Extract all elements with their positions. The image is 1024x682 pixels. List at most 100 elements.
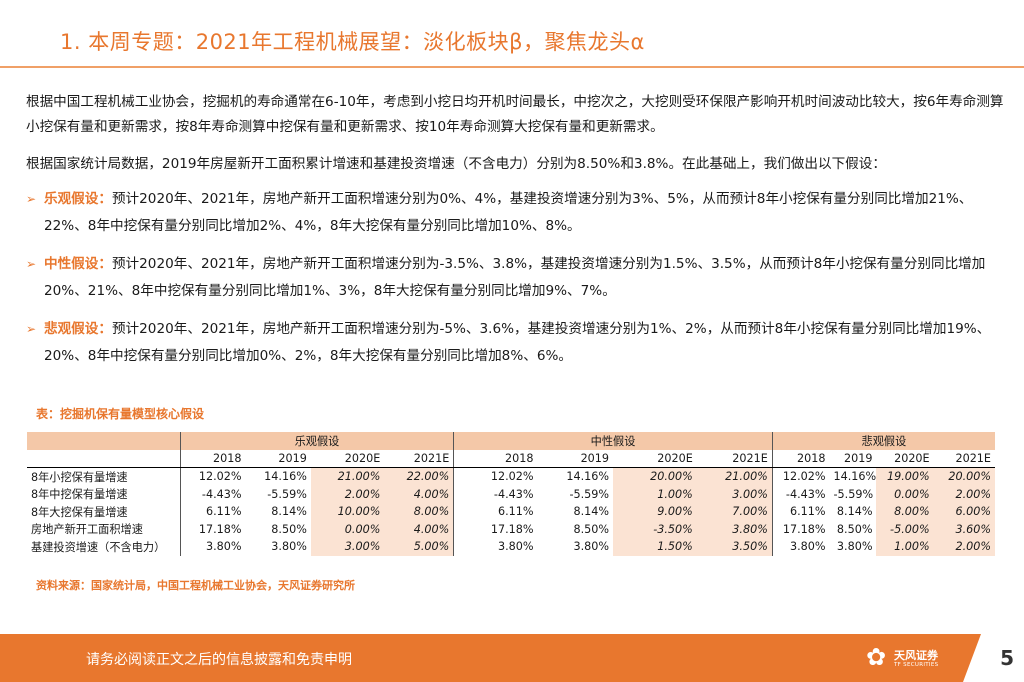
year-header: 2020E	[613, 449, 697, 468]
value-cell: 14.16%	[566, 470, 610, 484]
assumption-table: 乐观假设 中性假设 悲观假设 2018 2019 2020E 2021E 2018 201…	[27, 432, 995, 556]
company-logo: ✿ 天风证券 TF SECURITIES	[866, 641, 956, 675]
value-cell: -4.43%	[771, 485, 830, 503]
row-label: 8年大挖保有量增速	[31, 505, 128, 519]
year-header: 2018	[771, 449, 830, 468]
bullet-pessimistic: ➢ 悲观假设：预计2020年、2021年，房地产新开工面积增速分别为-5%、3.…	[26, 316, 1006, 370]
estimate-cell: 1.00%	[613, 485, 697, 503]
title-divider	[0, 66, 1024, 68]
estimate-cell: 0.00%	[310, 520, 385, 538]
value-cell: 17.18%	[179, 520, 246, 538]
table-row: 房地产新开工面积增速 17.18% 8.50% 0.00% 4.00% 17.18% 8.5…	[27, 520, 995, 538]
value-cell: 8.14%	[271, 505, 307, 519]
page-title: 1. 本周专题：2021年工程机械展望：淡化板块β，聚焦龙头α	[60, 30, 645, 54]
group-neutral: 中性假设	[453, 432, 773, 450]
table-row: 8年中挖保有量增速 -4.43% -5.59% 2.00% 4.00% -4.43% -5.…	[27, 485, 995, 503]
estimate-cell: 22.00%	[384, 467, 454, 486]
year-header: 2019	[829, 449, 877, 468]
estimate-cell: 20.00%	[613, 467, 697, 486]
value-cell: 3.80%	[573, 540, 610, 554]
year-header: 2020E	[310, 449, 385, 468]
value-cell: 8.50%	[573, 522, 610, 536]
estimate-cell: 20.00%	[933, 467, 995, 486]
year-header: 2020E	[876, 449, 934, 468]
estimate-cell: 21.00%	[310, 467, 385, 486]
value-cell: 14.16%	[833, 470, 877, 484]
value-cell: -5.59%	[267, 487, 307, 501]
header-blank	[27, 432, 181, 450]
page-corner	[963, 634, 981, 682]
row-label: 8年中挖保有量增速	[31, 488, 128, 502]
value-cell: 3.80%	[453, 538, 538, 556]
estimate-cell: 3.00%	[310, 538, 385, 556]
value-cell: 3.80%	[771, 538, 830, 556]
table-year-header: 2018 2019 2020E 2021E 2018 2019 2020E 2021E 2018…	[27, 449, 995, 468]
estimate-cell: 5.00%	[384, 538, 454, 556]
year-header: 2021E	[933, 449, 995, 468]
table-row: 8年大挖保有量增速 6.11% 8.14% 10.00% 8.00% 6.11% 8.14%…	[27, 503, 995, 521]
estimate-cell: 4.00%	[384, 485, 454, 503]
bullet-optimistic: ➢ 乐观假设：预计2020年、2021年，房地产新开工面积增速分别为0%、4%，…	[26, 186, 1006, 240]
estimate-cell: 3.60%	[933, 520, 995, 538]
value-cell: -5.59%	[833, 487, 874, 501]
value-cell: 8.50%	[836, 522, 873, 536]
bullet-neutral: ➢ 中性假设：预计2020年、2021年，房地产新开工面积增速分别为-3.5%、…	[26, 251, 1006, 305]
group-pessimistic: 悲观假设	[771, 432, 995, 450]
arrow-icon: ➢	[26, 322, 37, 336]
bullet-label: 中性假设：	[44, 256, 112, 272]
row-label: 房地产新开工面积增速	[31, 523, 143, 537]
estimate-cell: 3.00%	[696, 485, 773, 503]
value-cell: 8.14%	[836, 505, 873, 519]
table-group-header: 乐观假设 中性假设 悲观假设	[27, 432, 995, 450]
value-cell: 3.80%	[179, 538, 246, 556]
estimate-cell: 3.80%	[696, 520, 773, 538]
year-header: 2019	[537, 449, 614, 468]
page-number-box: 5	[963, 634, 1024, 682]
table-title: 表：挖掘机保有量模型核心假设	[36, 407, 205, 421]
estimate-cell: 3.50%	[696, 538, 773, 556]
row-label: 8年小挖保有量增速	[31, 470, 128, 484]
value-cell: 12.02%	[179, 467, 246, 486]
flower-icon: ✿	[866, 643, 887, 671]
estimate-cell: 10.00%	[310, 503, 385, 521]
row-label: 基建投资增速（不含电力）	[31, 540, 166, 554]
estimate-cell: 1.00%	[876, 538, 934, 556]
estimate-cell: 2.00%	[310, 485, 385, 503]
value-cell: 8.14%	[573, 505, 610, 519]
year-header: 2019	[245, 449, 311, 468]
table-row: 8年小挖保有量增速 12.02% 14.16% 21.00% 22.00% 12.02% 1…	[27, 467, 995, 486]
bullet-text: 预计2020年、2021年，房地产新开工面积增速分别为-3.5%、3.8%，基建…	[44, 256, 986, 299]
value-cell: 17.18%	[453, 520, 538, 538]
footer-bar: 请务必阅读正文之后的信息披露和免责申明 ✿ 天风证券 TF SECURITIES…	[0, 634, 1024, 682]
year-header: 2021E	[384, 449, 454, 468]
value-cell: 17.18%	[771, 520, 830, 538]
year-header: 2021E	[696, 449, 773, 468]
source-note: 资料来源：国家统计局，中国工程机械工业协会，天风证券研究所	[36, 579, 355, 592]
year-header: 2018	[179, 449, 246, 468]
disclaimer-text: 请务必阅读正文之后的信息披露和免责申明	[86, 652, 352, 668]
estimate-cell: 2.00%	[933, 538, 995, 556]
arrow-icon: ➢	[26, 257, 37, 271]
estimate-cell: 4.00%	[384, 520, 454, 538]
paragraph-statistics: 根据国家统计局数据，2019年房屋新开工面积累计增速和基建投资增速（不含电力）分…	[26, 156, 886, 172]
estimate-cell: 2.00%	[933, 485, 995, 503]
bullet-text: 预计2020年、2021年，房地产新开工面积增速分别为-5%、3.6%，基建投资…	[44, 321, 991, 364]
value-cell: -4.43%	[179, 485, 246, 503]
estimate-cell: 0.00%	[876, 485, 934, 503]
logo-name: 天风证券	[894, 649, 938, 662]
estimate-cell: -5.00%	[876, 520, 934, 538]
estimate-cell: 9.00%	[613, 503, 697, 521]
estimate-cell: 8.00%	[384, 503, 454, 521]
arrow-icon: ➢	[26, 192, 37, 206]
estimate-cell: 1.50%	[613, 538, 697, 556]
table-row: 基建投资增速（不含电力） 3.80% 3.80% 3.00% 5.00% 3.80% 3.8…	[27, 538, 995, 556]
page-number: 5	[1000, 646, 1014, 670]
bullet-text: 预计2020年、2021年，房地产新开工面积增速分别为0%、4%，基建投资增速分…	[44, 191, 973, 234]
estimate-cell: -3.50%	[613, 520, 697, 538]
estimate-cell: 6.00%	[933, 503, 995, 521]
estimate-cell: 21.00%	[696, 467, 773, 486]
bullet-label: 悲观假设：	[44, 321, 112, 337]
value-cell: 6.11%	[771, 503, 830, 521]
group-optimistic: 乐观假设	[179, 432, 454, 450]
paragraph-lifespan: 根据中国工程机械工业协会，挖掘机的寿命通常在6-10年，考虑到小挖日均开机时间最…	[26, 94, 1004, 135]
